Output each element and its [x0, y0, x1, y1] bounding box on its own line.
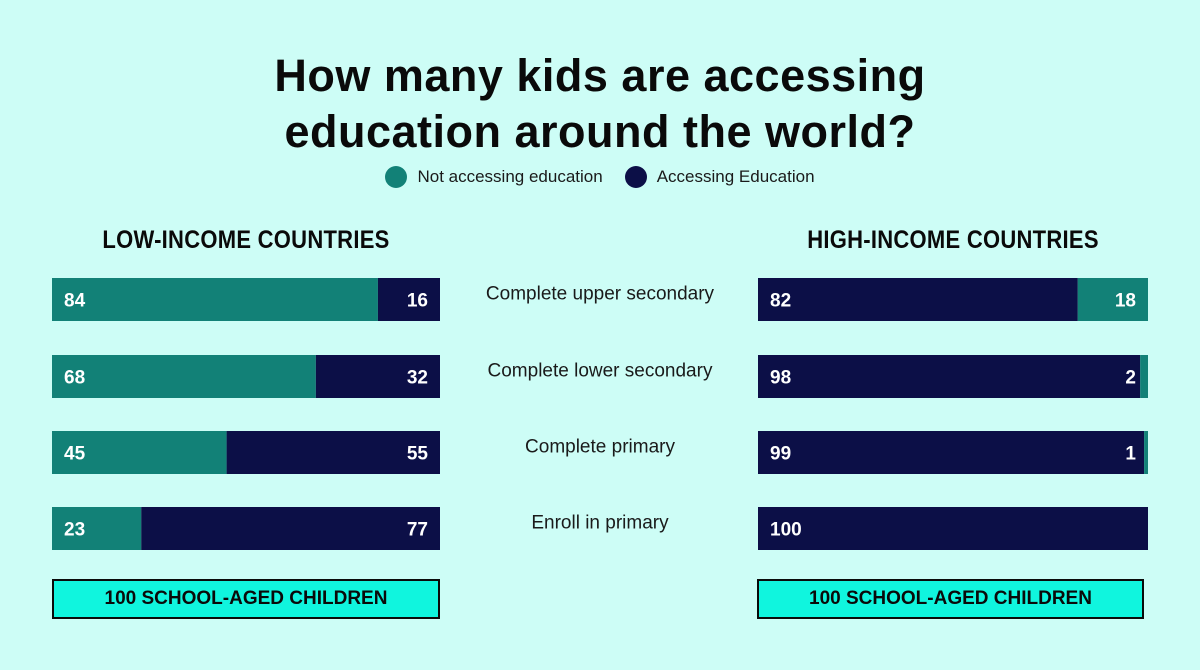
legend-label-accessing: Accessing Education [656, 167, 815, 186]
category-label-2: Complete primary [525, 437, 675, 458]
high-income-footer-box: 100 SCHOOL-AGED CHILDREN [757, 579, 1144, 619]
high-income-bar-3-series-0 [758, 507, 1148, 550]
high-income-bar-0-series-0 [758, 278, 1078, 321]
low-income-value-label-0-series-0: 84 [64, 291, 86, 312]
low-income-value-label-2-series-1: 55 [407, 444, 429, 465]
low-income-value-label-0-series-1: 16 [407, 291, 428, 312]
low-income-value-label-2-series-0: 45 [64, 444, 86, 465]
low-income-bar-3-series-0 [52, 507, 142, 550]
low-income-bar-1-series-1 [315, 355, 440, 398]
low-income-value-label-3-series-1: 77 [407, 520, 428, 541]
category-label-3: Enroll in primary [531, 513, 669, 534]
low-income-value-label-3-series-0: 23 [64, 520, 85, 541]
legend-item-accessing: Accessing Education [624, 166, 815, 188]
low-income-footer-box: 100 SCHOOL-AGED CHILDREN [52, 579, 440, 619]
high-income-bar-1-series-1 [1140, 355, 1148, 398]
high-income-value-label-2-series-1: 1 [1125, 444, 1136, 465]
high-income-bar-2-series-0 [758, 431, 1145, 474]
high-income-value-label-0-series-1: 18 [1115, 291, 1136, 312]
low-income-bar-2-series-0 [52, 431, 227, 474]
high-income-value-label-0-series-0: 82 [770, 291, 791, 312]
low-income-bar-0-series-1 [377, 278, 440, 321]
high-income-panel-title: HIGH-INCOME COUNTRIES [807, 226, 1099, 254]
title-line-1: How many kids are accessing [274, 50, 926, 101]
high-income-value-label-3-series-0: 100 [770, 520, 802, 541]
low-income-panel-title: LOW-INCOME COUNTRIES [102, 226, 390, 254]
legend-swatch-accessing [624, 166, 647, 188]
high-income-bar-1-series-0 [758, 355, 1141, 398]
category-label-1: Complete lower secondary [488, 361, 713, 382]
low-income-value-label-1-series-0: 68 [64, 368, 85, 389]
low-income-bar-3-series-1 [141, 507, 441, 550]
legend-item-not-accessing: Not accessing education [385, 166, 603, 188]
low-income-bar-1-series-0 [52, 355, 316, 398]
high-income-value-label-1-series-0: 98 [770, 368, 791, 389]
title-line-2: education around the world? [284, 106, 916, 157]
low-income-bar-2-series-1 [226, 431, 440, 474]
high-income-value-label-1-series-1: 2 [1125, 368, 1136, 389]
high-income-bar-0-series-1 [1077, 278, 1148, 321]
high-income-value-label-2-series-0: 99 [770, 444, 791, 465]
legend-label-not-accessing: Not accessing education [417, 167, 603, 186]
legend-swatch-not-accessing [385, 166, 408, 188]
low-income-value-label-1-series-1: 32 [407, 368, 428, 389]
legend: Not accessing education Accessing Educat… [0, 166, 1200, 188]
page-title: How many kids are accessing education ar… [0, 48, 1200, 160]
low-income-bar-0-series-0 [52, 278, 378, 321]
category-label-0: Complete upper secondary [486, 284, 715, 305]
high-income-bar-2-series-1 [1144, 431, 1148, 474]
